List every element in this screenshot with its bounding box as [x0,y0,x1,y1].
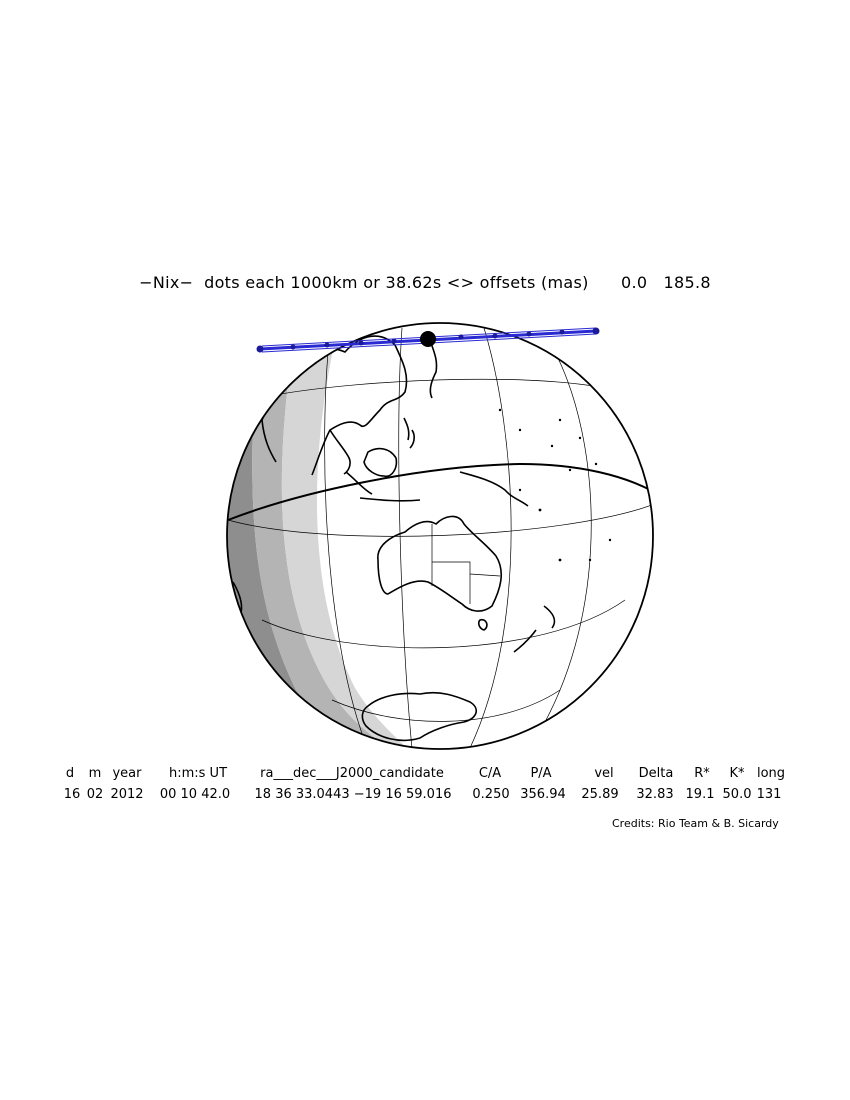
shadow-track [256,327,600,353]
col-coordinates: ra___dec___J2000_candidate [260,766,444,781]
val-year: 2012 [110,787,144,802]
plot-title: −Nix− dots each 1000km or 38.62s <> offs… [139,273,711,292]
col-day: d [65,766,75,781]
col-kstar: K* [729,766,745,781]
val-long: 131 [756,787,782,802]
col-delta: Delta [638,766,674,781]
twilight-band-inner [281,323,420,749]
col-month: m [88,766,102,781]
val-coordinates: 18 36 33.0443 −19 16 59.016 [254,787,452,802]
col-year: year [112,766,142,781]
val-rstar: 19.1 [685,787,715,802]
globe-outline [226,322,654,750]
twilight-band-outer [252,323,410,749]
val-day: 16 [63,787,81,802]
col-time: h:m:s UT [168,766,228,781]
state-borders [431,524,501,604]
col-pa: P/A [530,766,552,781]
col-long: long [756,766,786,781]
credits: Credits: Rio Team & B. Sicardy [612,817,779,830]
val-month: 02 [86,787,104,802]
shadow-limit-line [227,462,653,521]
val-vel: 25.89 [581,787,619,802]
col-rstar: R* [694,766,710,781]
col-vel: vel [594,766,614,781]
val-pa: 356.94 [520,787,566,802]
graticule [227,327,653,749]
closest-approach-marker [420,331,436,347]
val-ca: 0.250 [472,787,510,802]
val-delta: 32.83 [636,787,674,802]
val-kstar: 50.0 [722,787,752,802]
val-time: 00 10 42.0 [159,787,231,802]
col-ca: C/A [478,766,502,781]
pacific-islands [498,408,612,562]
